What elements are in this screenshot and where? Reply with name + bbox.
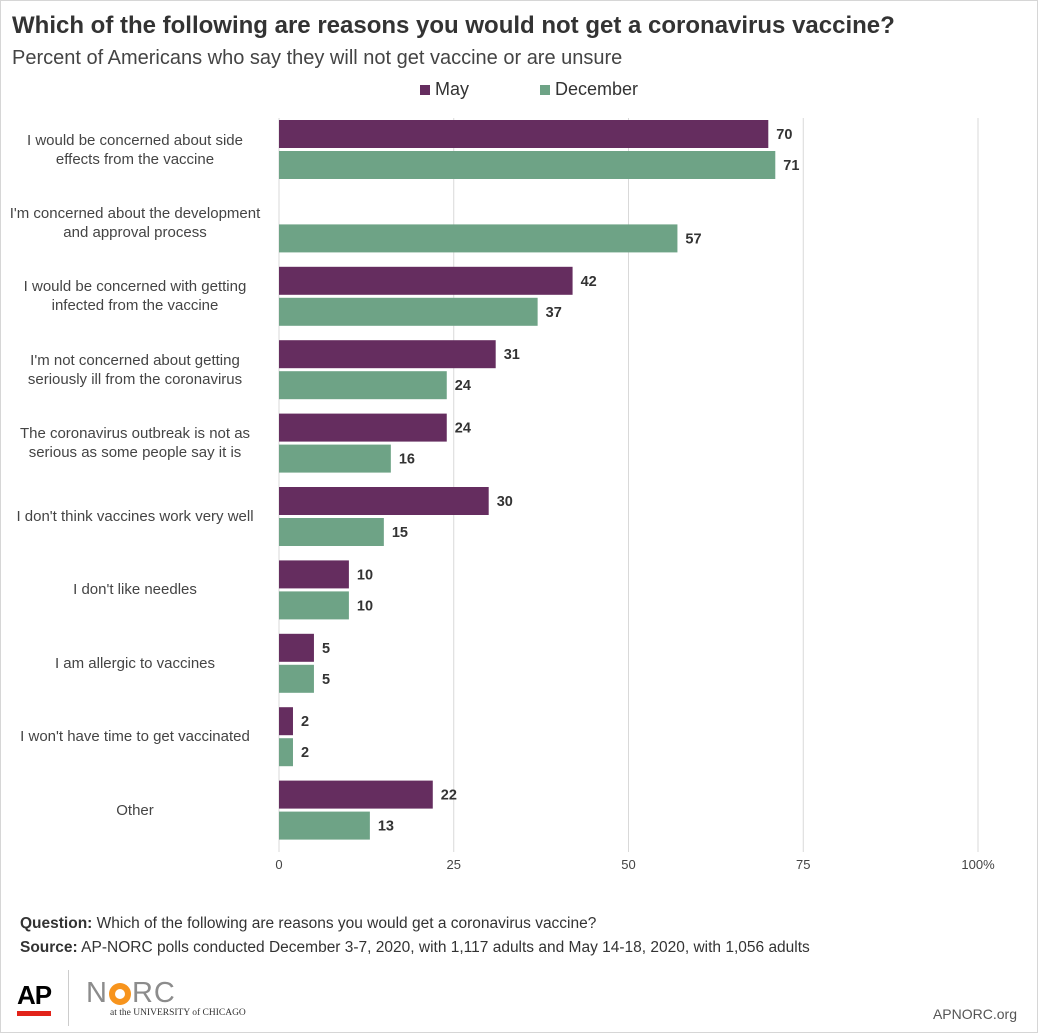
source-note: Source: AP-NORC polls conducted December… [20,939,810,957]
source-label: Source: [20,939,78,956]
bar-may [279,340,496,369]
question-text: Which of the following are reasons you w… [92,915,597,932]
category-label: Other [116,801,154,819]
chart-subtitle: Percent of Americans who say they will n… [12,47,623,69]
category-label: I don't think vaccines work very well [16,508,254,525]
bar-december [279,371,447,400]
norc-logo-subtitle: at the UNIVERSITY of CHICAGO [110,1008,246,1018]
x-tick-label: 25 [447,857,461,872]
data-label: 57 [685,231,701,247]
bar-may [279,780,433,809]
bar-may [279,487,489,515]
x-tick-label: 100% [961,857,995,872]
chart-title: Which of the following are reasons you w… [12,12,895,39]
data-label: 5 [322,641,330,657]
data-label: 15 [392,525,408,541]
norc-logo-rc: RC [131,977,176,1009]
legend-item-december: December [540,79,638,100]
category-label: I won't have time to get vaccinated [20,728,250,746]
legend-label-december: December [555,79,639,99]
category-label: I'm not concerned about getting seriousl… [27,351,243,388]
data-label: 13 [378,819,394,835]
data-label: 24 [455,421,471,437]
question-label: Question: [20,915,93,932]
logo-divider [68,970,69,1026]
bar-december [279,738,293,767]
legend-label-may: May [435,79,470,99]
norc-logo: N RC [86,977,176,1010]
category-label: The coronavirus outbreak is not as serio… [19,425,251,462]
bar-may [279,413,447,442]
x-tick-label: 0 [275,857,282,872]
data-label: 30 [497,494,513,510]
data-label: 5 [322,672,330,688]
site-url: APNORC.org [932,1006,1017,1022]
norc-logo-n: N [86,977,108,1009]
legend-swatch-may [420,84,430,95]
data-label: 2 [301,745,309,761]
legend-item-may: May [420,79,469,100]
data-label: 24 [455,378,471,394]
bar-december [279,224,678,253]
category-label: I'm concerned about the development and … [9,204,261,241]
data-label: 71 [783,158,799,174]
category-label: I would be concerned about side effects … [27,131,243,168]
category-label: I don't like needles [73,581,197,599]
data-label: 10 [357,598,373,614]
bar-may [279,633,314,662]
source-text: AP-NORC polls conducted December 3-7, 20… [77,939,810,956]
ap-logo: AP [17,980,52,1010]
bar-may [279,266,573,295]
bar-chart: 0 25 50 75 100% 70 71 57 42 37 31 24 24 16 30 15 10 10 5 5 2… [275,118,995,872]
x-tick-label: 50 [621,857,635,872]
bar-december [279,591,349,620]
data-label: 31 [504,347,520,363]
question-note: Question: Which of the following are rea… [20,915,596,933]
data-label: 22 [441,788,457,804]
bar-december [279,151,776,179]
data-label: 16 [399,452,415,468]
data-label: 70 [776,127,792,143]
x-tick-label: 75 [796,857,810,872]
data-label: 42 [581,274,597,290]
category-label: I would be concerned with getting infect… [23,278,247,315]
bar-december [279,811,370,840]
data-label: 37 [546,305,562,321]
legend-swatch-december [540,84,550,95]
bar-may [279,560,349,589]
bar-may [279,120,769,148]
ap-logo-underline [17,1011,51,1016]
data-label: 10 [357,567,373,583]
bar-december [279,297,538,326]
category-label: I am allergic to vaccines [54,654,216,672]
bar-may [279,707,293,736]
bar-december [279,664,314,693]
bar-december [279,518,384,546]
norc-logo-o-icon [108,982,131,1005]
data-label: 2 [301,714,309,730]
bar-december [279,444,391,473]
